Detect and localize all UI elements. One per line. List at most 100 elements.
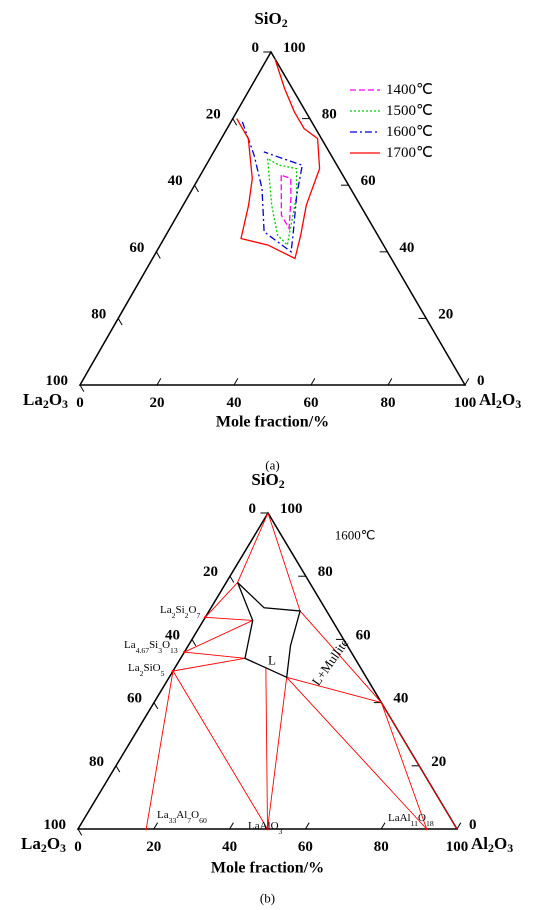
tick-label: 20 bbox=[150, 395, 165, 411]
tick-mark bbox=[191, 639, 197, 646]
tick-mark bbox=[464, 378, 470, 386]
tie-line bbox=[184, 651, 246, 659]
liquid-boundary bbox=[236, 582, 301, 679]
legend-label: 1700℃ bbox=[386, 145, 433, 161]
tick-label: 60 bbox=[304, 395, 319, 411]
tick-mark bbox=[387, 378, 393, 386]
phase-label: La2Si2O7 bbox=[160, 604, 200, 620]
vertex-label: La2O3 bbox=[23, 390, 68, 412]
caption: (b) bbox=[260, 891, 275, 906]
tie-line bbox=[267, 677, 288, 830]
tick-label: 60 bbox=[361, 173, 376, 189]
tie-line bbox=[299, 610, 382, 703]
tick-mark bbox=[79, 384, 85, 392]
tick-label: 80 bbox=[322, 107, 337, 123]
axis-title: Mole fraction/% bbox=[211, 860, 324, 877]
phase-label: La4.67Si3O13 bbox=[124, 639, 178, 655]
tick-label: 60 bbox=[356, 627, 371, 643]
tick-mark bbox=[153, 702, 159, 710]
tick-label: 100 bbox=[46, 373, 69, 389]
tie-line bbox=[265, 667, 268, 830]
isotherm bbox=[280, 174, 292, 231]
vertex-label: Al2O3 bbox=[471, 834, 513, 856]
vertex-label: Al2O3 bbox=[479, 390, 521, 412]
tie-line bbox=[184, 620, 253, 653]
tie-line bbox=[286, 677, 428, 830]
tick-mark bbox=[115, 765, 121, 773]
caption: (a) bbox=[265, 458, 279, 473]
tick-mark bbox=[456, 822, 462, 830]
tie-line bbox=[286, 676, 382, 704]
tie-line bbox=[172, 657, 246, 672]
vertex-label: SiO2 bbox=[251, 470, 284, 492]
isotherm bbox=[241, 121, 304, 253]
tick-mark bbox=[270, 51, 276, 59]
tie-line bbox=[205, 616, 253, 621]
tick-label: 20 bbox=[146, 839, 161, 855]
axis-title: Mole fraction/% bbox=[216, 414, 329, 431]
tie-line bbox=[267, 512, 301, 612]
tick-label: 0 bbox=[74, 839, 82, 855]
tick-label: 60 bbox=[298, 839, 313, 855]
tick-mark bbox=[155, 251, 161, 259]
triangle-frame bbox=[78, 50, 467, 386]
tie-line bbox=[172, 670, 268, 830]
tick-label: 80 bbox=[318, 564, 333, 580]
phase-point bbox=[204, 615, 207, 619]
tie-line bbox=[204, 582, 238, 618]
tick-mark bbox=[229, 822, 234, 830]
phase-point bbox=[183, 650, 186, 654]
legend-label: 1400℃ bbox=[386, 82, 433, 98]
tick-mark bbox=[229, 575, 235, 583]
isotherm bbox=[266, 157, 298, 247]
tick-mark bbox=[79, 378, 85, 386]
tick-label: 0 bbox=[76, 395, 84, 411]
vertex-label: La2O3 bbox=[21, 834, 66, 856]
phase-label: LaAlO3 bbox=[248, 820, 283, 836]
tick-label: 100 bbox=[280, 501, 303, 517]
isotherm bbox=[236, 58, 321, 260]
tick-label: 0 bbox=[252, 40, 260, 56]
tick-label: 80 bbox=[381, 395, 396, 411]
phase-label: La33Al7O60 bbox=[157, 809, 207, 825]
tick-label: 40 bbox=[222, 839, 237, 855]
tie-line bbox=[380, 702, 428, 830]
tick-label: 0 bbox=[249, 501, 257, 517]
tick-label: 20 bbox=[438, 306, 453, 322]
vertex-label: SiO2 bbox=[254, 9, 287, 31]
tick-mark bbox=[310, 378, 316, 386]
legend-label: 1500℃ bbox=[386, 103, 433, 119]
tick-mark bbox=[156, 378, 162, 386]
annotation: L bbox=[268, 653, 276, 668]
phase-point bbox=[266, 827, 269, 831]
tie-line bbox=[237, 512, 269, 583]
tick-label: 20 bbox=[203, 564, 218, 580]
phase-label: La2SiO5 bbox=[128, 662, 165, 678]
tick-label: 40 bbox=[168, 173, 183, 189]
tick-label: 20 bbox=[431, 754, 446, 770]
tick-label: 100 bbox=[454, 395, 477, 411]
tick-label: 60 bbox=[127, 691, 142, 707]
phase-point bbox=[425, 827, 428, 831]
tick-label: 40 bbox=[165, 627, 180, 643]
tick-mark bbox=[117, 318, 123, 326]
tick-mark bbox=[77, 828, 83, 836]
tick-label: 80 bbox=[91, 306, 106, 322]
tie-line bbox=[381, 702, 458, 830]
tick-label: 80 bbox=[374, 839, 389, 855]
annotation: 1600℃ bbox=[335, 528, 376, 543]
tie-line bbox=[145, 670, 174, 830]
tick-label: 0 bbox=[477, 373, 485, 389]
tick-mark bbox=[233, 378, 239, 386]
tick-mark bbox=[77, 822, 83, 830]
phase-point bbox=[171, 669, 175, 673]
tick-label: 40 bbox=[399, 240, 414, 256]
tick-label: 100 bbox=[446, 839, 469, 855]
tick-label: 100 bbox=[44, 817, 67, 833]
phase-label: LaAl11O18 bbox=[388, 812, 434, 828]
legend-label: 1600℃ bbox=[386, 124, 433, 140]
tick-mark bbox=[232, 118, 238, 126]
tick-mark bbox=[153, 822, 159, 830]
